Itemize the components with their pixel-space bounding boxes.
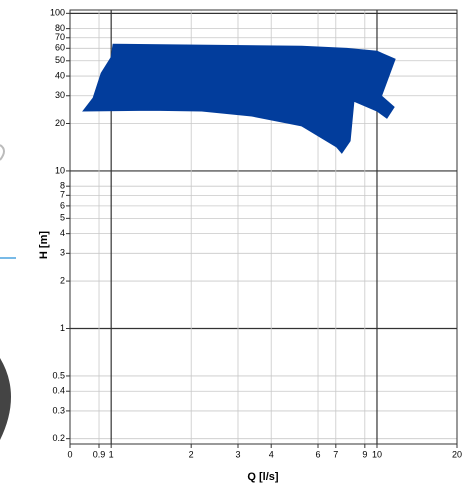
x-tick-label: 0.9: [93, 449, 106, 459]
x-tick-label: 4: [269, 449, 274, 459]
x-tick-label: 1: [109, 449, 114, 459]
y-axis-title: H [m]: [38, 231, 50, 259]
x-tick-label: 20: [452, 449, 462, 459]
decor-edge: [0, 144, 5, 161]
y-tick-label: 5: [60, 213, 65, 223]
y-tick-label: 100: [50, 8, 65, 18]
y-tick-label: 0.4: [52, 386, 65, 396]
y-tick-label: 30: [55, 90, 65, 100]
y-tick-label: 3: [60, 248, 65, 258]
y-tick-label: 0.2: [52, 433, 65, 443]
y-tick-label: 80: [55, 23, 65, 33]
y-tick-label: 0.5: [52, 370, 65, 380]
y-tick-label: 7: [60, 190, 65, 200]
y-tick-label: 2: [60, 275, 65, 285]
x-tick-label: 6: [316, 449, 321, 459]
y-tick-label: 60: [55, 43, 65, 53]
plot-frame: [69, 9, 458, 445]
y-tick-label: 6: [60, 200, 65, 210]
y-tick-label: 20: [55, 118, 65, 128]
x-tick-label: 7: [333, 449, 338, 459]
decor-image: [0, 358, 11, 440]
x-axis-title: Q [l/s]: [247, 471, 279, 483]
y-tick-label: 70: [55, 32, 65, 42]
x-tick-label: 2: [189, 449, 194, 459]
y-tick-label: 50: [55, 55, 65, 65]
marks: [82, 43, 396, 154]
labels: 0.20.30.40.51234567810203040506070801000…: [50, 8, 462, 460]
x-tick-label: 10: [372, 449, 382, 459]
y-tick-label: 40: [55, 70, 65, 80]
y-tick-label: 4: [60, 228, 65, 238]
x-tick-label: 0: [67, 449, 72, 459]
y-tick-label: 8: [60, 181, 65, 191]
x-tick-label: 9: [362, 449, 367, 459]
x-tick-label: 3: [235, 449, 240, 459]
y-tick-label: 1: [60, 323, 65, 333]
y-tick-label: 10: [55, 165, 65, 175]
y-tick-label: 0.3: [52, 405, 65, 415]
operating-area: [82, 43, 396, 154]
